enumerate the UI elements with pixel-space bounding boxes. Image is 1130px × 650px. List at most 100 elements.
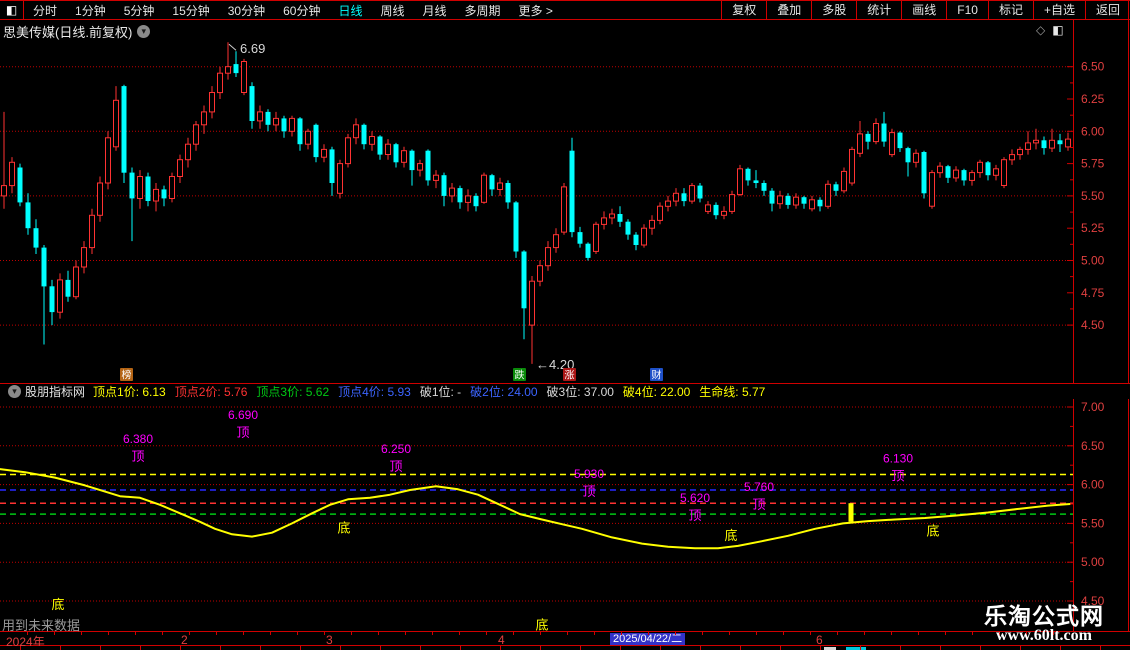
timeline-tick bbox=[135, 632, 136, 635]
period-tab-多周期[interactable]: 多周期 bbox=[464, 3, 501, 18]
candle-body bbox=[65, 279, 71, 297]
candle-body bbox=[201, 111, 207, 126]
candle-body bbox=[121, 86, 127, 173]
action-button-标记[interactable]: 标记 bbox=[987, 1, 1033, 19]
layout-split-icon[interactable]: ◧ bbox=[0, 1, 24, 19]
candle-body bbox=[105, 137, 111, 184]
period-tab-分时[interactable]: 分时 bbox=[33, 3, 58, 18]
candle-body bbox=[81, 247, 87, 268]
candle-body bbox=[505, 183, 511, 203]
strip-separator bbox=[1060, 646, 1061, 650]
timeline-tick bbox=[297, 632, 298, 635]
candle-body bbox=[297, 118, 303, 145]
action-button-多股[interactable]: 多股 bbox=[811, 1, 856, 19]
action-button-叠加[interactable]: 叠加 bbox=[766, 1, 811, 19]
diamond-icon[interactable]: ◇ bbox=[1036, 23, 1046, 37]
candle-body bbox=[385, 143, 391, 155]
high-pointer-line bbox=[228, 43, 237, 51]
period-tab-5分钟[interactable]: 5分钟 bbox=[123, 3, 155, 18]
timeline-tick bbox=[729, 632, 730, 635]
action-button-画线[interactable]: 画线 bbox=[901, 1, 946, 19]
timeline-label-2: 2 bbox=[181, 633, 188, 647]
candle-body bbox=[369, 136, 375, 145]
strip-separator bbox=[340, 646, 341, 650]
period-tab-月线[interactable]: 月线 bbox=[422, 3, 447, 18]
axis-border bbox=[1073, 20, 1074, 650]
param-破4位: 破4位: 22.00 bbox=[622, 385, 691, 399]
event-badge-跌[interactable]: 跌 bbox=[515, 369, 525, 382]
chevron-down-icon[interactable]: ▾ bbox=[137, 25, 151, 38]
event-badge-bg bbox=[563, 368, 576, 381]
timeline-bar[interactable]: 2024年 2 3 4 6 2025/04/22/二 bbox=[0, 631, 1130, 649]
candle-body bbox=[817, 199, 823, 207]
candle-body bbox=[697, 185, 703, 199]
candle-body bbox=[825, 183, 831, 207]
candle-body bbox=[1033, 139, 1039, 144]
candle-body bbox=[673, 192, 679, 202]
param-顶点4价: 顶点4价: 5.93 bbox=[338, 385, 411, 399]
candle-body bbox=[241, 61, 247, 93]
event-badge-财[interactable]: 财 bbox=[652, 369, 662, 382]
timeline-tick bbox=[972, 632, 973, 635]
candle-body bbox=[1017, 148, 1023, 156]
action-button-统计[interactable]: 统计 bbox=[856, 1, 901, 19]
action-button-返回[interactable]: 返回 bbox=[1084, 1, 1130, 19]
indicator-params: 顶点1价: 6.13 顶点2价: 5.76 顶点3价: 5.62 顶点4价: 5.93… bbox=[93, 383, 774, 400]
timeline-tick bbox=[945, 632, 946, 635]
param-顶点3价: 顶点3价: 5.62 bbox=[256, 385, 330, 399]
top-value-label: 5.620 bbox=[680, 491, 710, 505]
strip-fragment bbox=[824, 647, 836, 650]
candlestick-chart[interactable]: 6.50 6.25 6.00 5.75 5.50 5.25 5.00 4.75 4.50 6.69… bbox=[0, 20, 1130, 383]
strip-separator bbox=[580, 646, 581, 650]
top-value-label: 6.380 bbox=[123, 432, 153, 446]
candle-body bbox=[649, 219, 655, 229]
action-button-复权[interactable]: 复权 bbox=[721, 1, 766, 19]
candle-body bbox=[625, 221, 631, 235]
candle-body bbox=[209, 92, 215, 113]
strip-separator bbox=[260, 646, 261, 650]
candle-body bbox=[457, 188, 463, 203]
action-button-+自选[interactable]: +自选 bbox=[1032, 1, 1085, 19]
candle-body bbox=[153, 188, 159, 202]
top-marker: 顶 bbox=[752, 497, 765, 512]
strip-separator bbox=[220, 646, 221, 650]
top-marker: 顶 bbox=[389, 459, 402, 474]
candle-body bbox=[289, 117, 295, 132]
window-split-icon[interactable]: ◧ bbox=[1052, 23, 1064, 37]
candle-body bbox=[1049, 139, 1055, 149]
indicator-chart[interactable]: 6.380 顶 6.690 顶 6.250 顶 5.930 顶 5.620 顶 5.760 顶 6.13… bbox=[0, 399, 1130, 631]
toolbar-actions: 复权 叠加 多股 统计 画线 F10 标记 +自选 返回 bbox=[721, 1, 1130, 19]
event-badge-涨[interactable]: 涨 bbox=[565, 370, 575, 382]
period-tab-30分钟[interactable]: 30分钟 bbox=[227, 3, 266, 18]
period-tab-15分钟[interactable]: 15分钟 bbox=[172, 3, 210, 18]
axis-label: 6.50 bbox=[1081, 439, 1105, 453]
strip-separator bbox=[660, 646, 661, 650]
candle-body bbox=[849, 148, 855, 184]
period-tab-1分钟[interactable]: 1分钟 bbox=[75, 3, 106, 18]
action-button-F10[interactable]: F10 bbox=[946, 1, 988, 19]
candle-body bbox=[713, 204, 719, 216]
strip-separator bbox=[1020, 646, 1021, 650]
period-tab-60分钟[interactable]: 60分钟 bbox=[283, 3, 321, 18]
period-tab-日线[interactable]: 日线 bbox=[338, 3, 363, 18]
candle-body bbox=[185, 143, 191, 161]
timeline-tick bbox=[108, 632, 109, 635]
period-tab-周线[interactable]: 周线 bbox=[380, 3, 405, 18]
candle-body bbox=[561, 186, 567, 233]
event-badge-榜[interactable]: 榜 bbox=[122, 369, 132, 382]
candle-body bbox=[177, 159, 183, 177]
candle-body bbox=[393, 144, 399, 163]
candle-body bbox=[257, 111, 263, 122]
selected-date-badge: 2025/04/22/二 bbox=[610, 633, 686, 645]
bottom-marker: 底 bbox=[51, 597, 64, 612]
timeline-tick bbox=[486, 632, 487, 635]
period-tab-更多 >[interactable]: 更多 > bbox=[518, 3, 553, 18]
candle-body bbox=[321, 148, 327, 158]
timeline-tick bbox=[783, 632, 784, 635]
timeline-tick bbox=[540, 632, 541, 635]
chevron-down-icon[interactable]: ▾ bbox=[8, 385, 21, 398]
param-生命线: 生命线: 5.77 bbox=[699, 385, 766, 399]
candle-body bbox=[929, 172, 935, 207]
candle-body bbox=[993, 168, 999, 176]
candle-body bbox=[249, 86, 255, 121]
